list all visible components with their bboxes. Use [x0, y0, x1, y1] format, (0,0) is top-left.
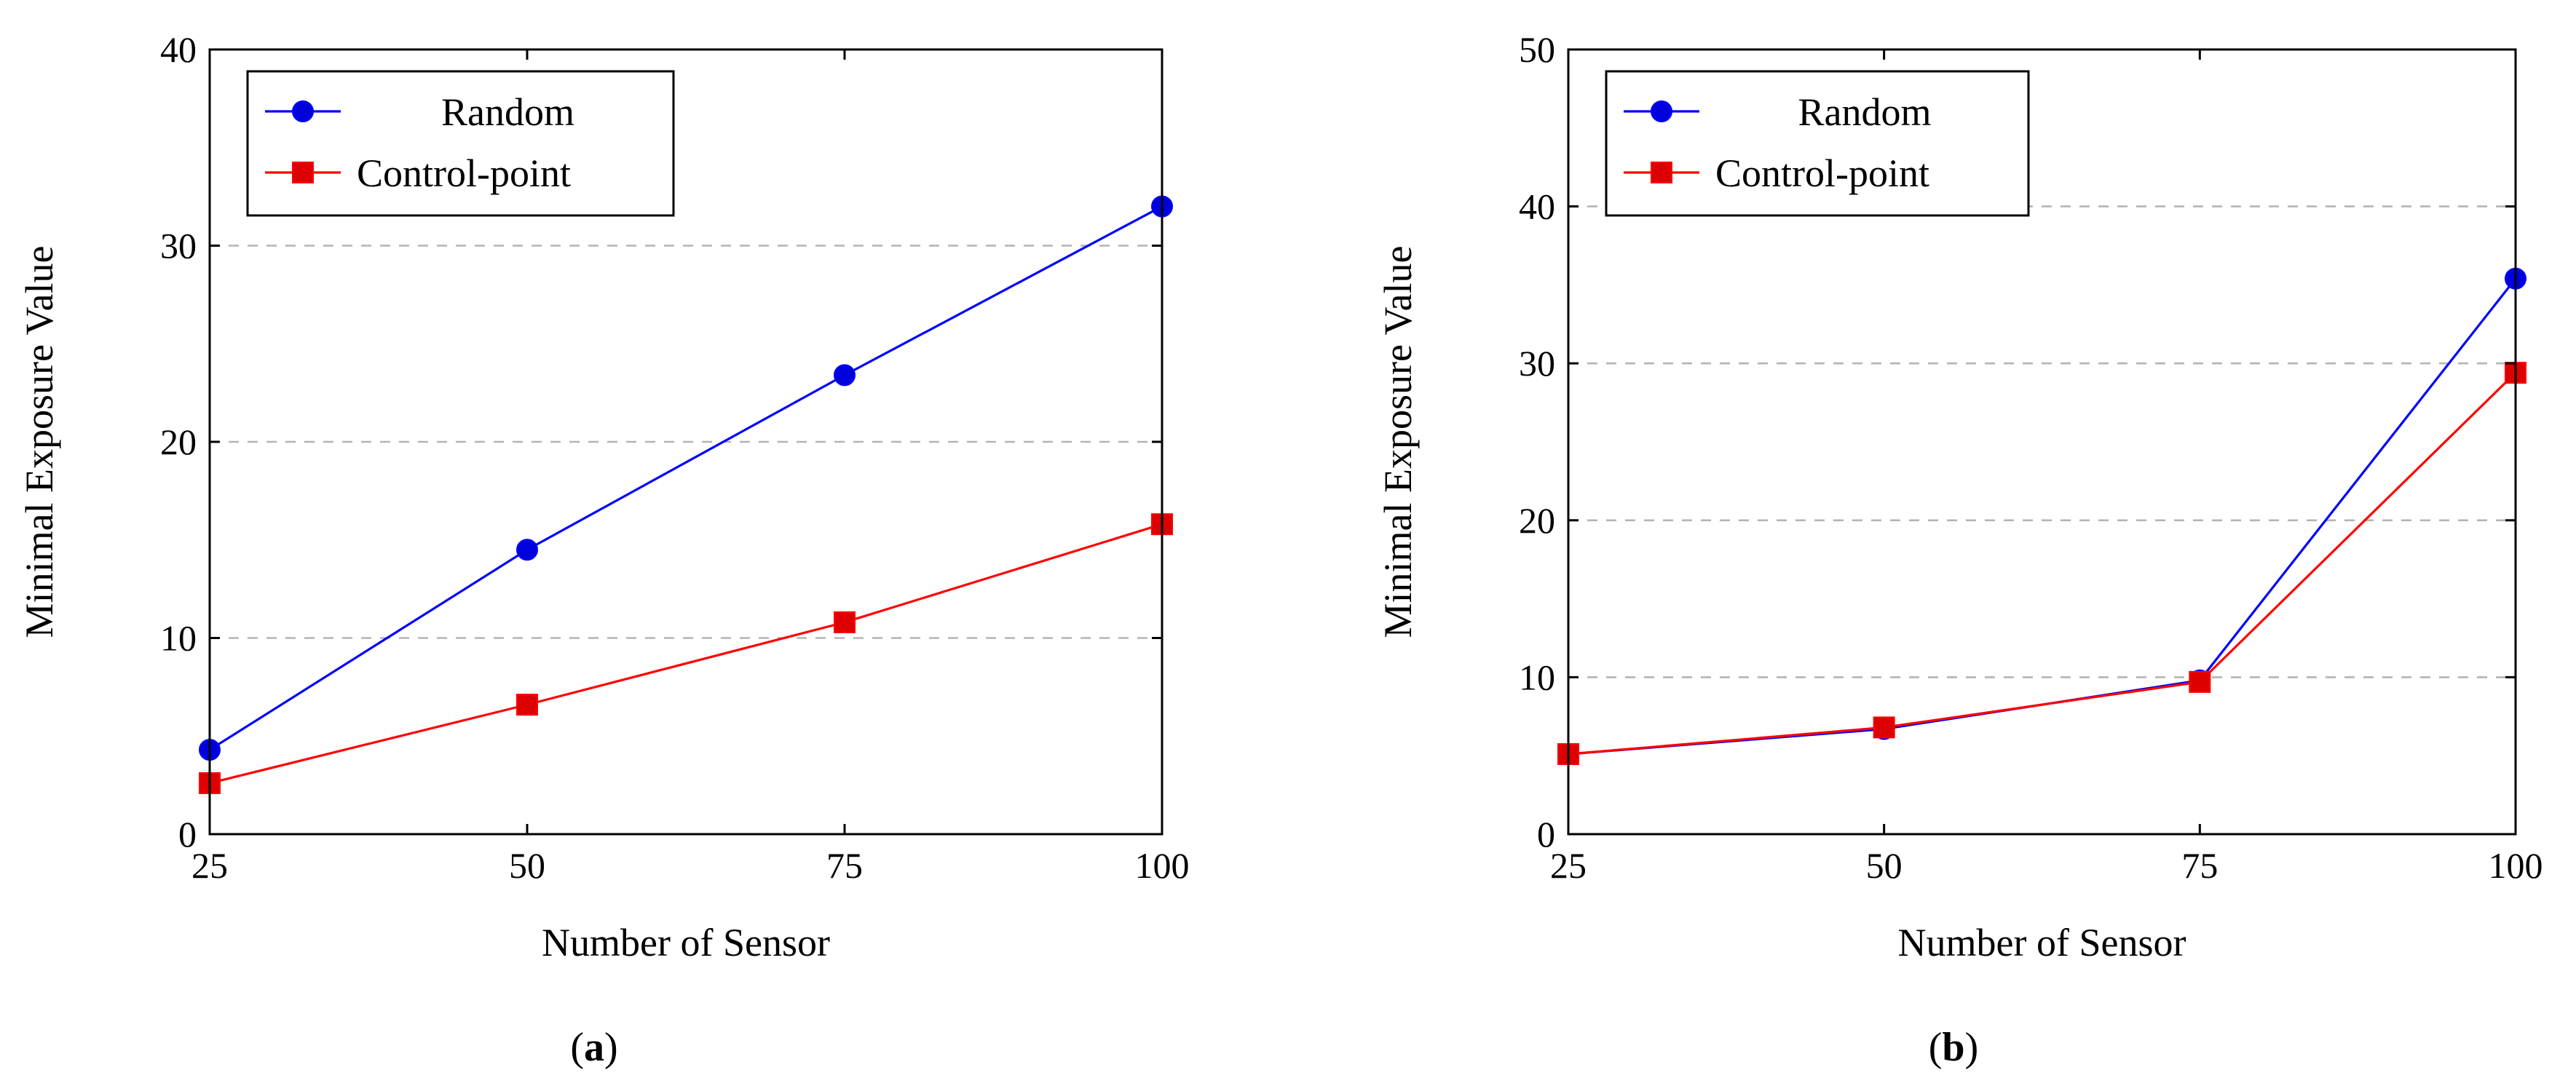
- x-tick-label: 50: [1866, 845, 1903, 886]
- y-tick-label: 30: [1519, 343, 1555, 384]
- data-point-control-point: [516, 694, 538, 716]
- legend-marker-circle: [1651, 100, 1672, 122]
- legend-marker-circle: [292, 100, 314, 122]
- x-tick-label: 75: [2181, 845, 2218, 886]
- y-tick-label: 40: [1519, 186, 1555, 227]
- y-tick-label: 0: [1537, 814, 1555, 855]
- series-line-control-point: [1568, 371, 2517, 756]
- legend-marker-square: [292, 162, 314, 183]
- legend: Random Control-point: [246, 70, 675, 217]
- x-tick-label: 100: [1135, 845, 1190, 886]
- x-axis-label: Number of Sensor: [1898, 921, 2186, 964]
- y-tick-label: 50: [1519, 29, 1555, 70]
- panel-caption: (b): [1929, 1025, 1978, 1070]
- caption-open-paren: (: [570, 1025, 584, 1070]
- series-line-random: [209, 205, 1163, 751]
- y-tick-label: 10: [1519, 657, 1555, 697]
- x-tick-label: 75: [826, 845, 863, 886]
- caption-close-paren: ): [1965, 1025, 1979, 1070]
- x-tick-label: 25: [1550, 845, 1587, 886]
- data-point-random: [516, 539, 538, 561]
- legend: Random Control-point: [1605, 70, 2030, 217]
- legend-label-random: Random: [1798, 90, 1932, 134]
- caption-open-paren: (: [1929, 1025, 1943, 1070]
- y-axis-label: Minimal Exposure Value: [1376, 246, 1420, 638]
- y-tick-label: 10: [160, 618, 197, 659]
- legend-label-control-point: Control-point: [357, 151, 571, 195]
- y-tick-label: 0: [178, 814, 197, 855]
- legend-marker-square: [1651, 162, 1672, 183]
- y-tick-label: 20: [1519, 500, 1555, 541]
- data-point-control-point: [834, 611, 856, 633]
- data-point-control-point: [1873, 716, 1895, 739]
- axis-frame: [1567, 48, 2517, 836]
- x-axis-label: Number of Sensor: [542, 921, 830, 964]
- legend-label-control-point: Control-point: [1715, 151, 1929, 195]
- caption-letter: a: [584, 1025, 604, 1070]
- y-tick-label: 30: [160, 226, 197, 266]
- y-tick-label: 20: [160, 421, 197, 462]
- y-tick-label: 40: [160, 29, 197, 70]
- series-line-control-point: [209, 523, 1163, 785]
- data-point-random: [834, 364, 856, 387]
- caption-close-paren: ): [604, 1025, 618, 1070]
- x-tick-label: 25: [191, 845, 228, 886]
- x-tick-label: 50: [509, 845, 545, 886]
- legend-box: [1605, 70, 2030, 217]
- y-axis-label: Minimal Exposure Value: [17, 246, 61, 638]
- x-tick-label: 100: [2489, 845, 2543, 886]
- data-point-control-point: [2189, 670, 2211, 693]
- legend-label-random: Random: [441, 90, 574, 134]
- chart-panel-a: 0 10 20 30 40 25 50 75 100 Number of Sensor Minima…: [17, 29, 1190, 1070]
- chart-panel-b: 0 10 20 30 40 50 25 50 75 100 Number of Sensor Mini…: [1376, 29, 2543, 1070]
- panel-caption: (a): [570, 1025, 617, 1070]
- caption-letter: b: [1942, 1025, 1964, 1070]
- legend-box: [246, 70, 675, 217]
- series-line-random: [1568, 277, 2517, 756]
